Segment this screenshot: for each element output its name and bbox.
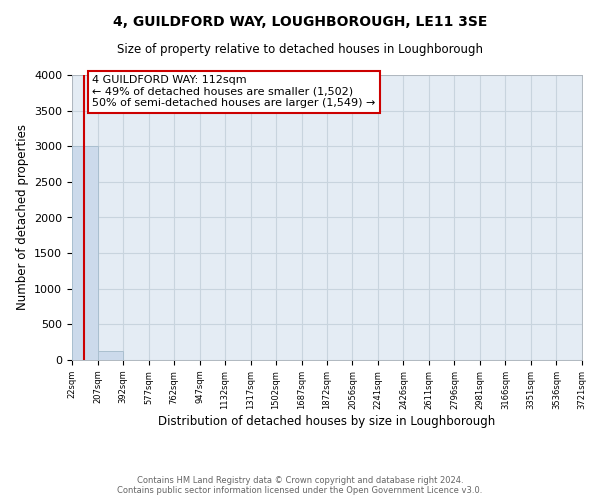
Text: Contains HM Land Registry data © Crown copyright and database right 2024.
Contai: Contains HM Land Registry data © Crown c… [118,476,482,495]
Text: 4 GUILDFORD WAY: 112sqm
← 49% of detached houses are smaller (1,502)
50% of semi: 4 GUILDFORD WAY: 112sqm ← 49% of detache… [92,75,376,108]
Text: 4, GUILDFORD WAY, LOUGHBOROUGH, LE11 3SE: 4, GUILDFORD WAY, LOUGHBOROUGH, LE11 3SE [113,15,487,29]
Bar [98,350,123,360]
Y-axis label: Number of detached properties: Number of detached properties [16,124,29,310]
Text: Size of property relative to detached houses in Loughborough: Size of property relative to detached ho… [117,42,483,56]
X-axis label: Distribution of detached houses by size in Loughborough: Distribution of detached houses by size … [158,414,496,428]
Bar [72,146,98,360]
